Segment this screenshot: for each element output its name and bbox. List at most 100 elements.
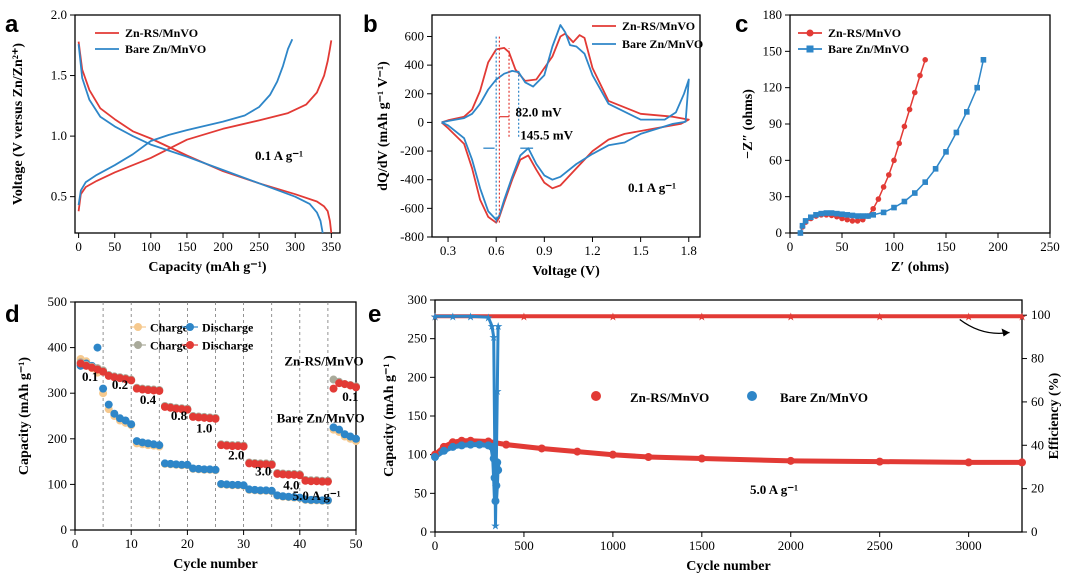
x-tick-label: 250 (1040, 239, 1060, 254)
x-tick-label: 200 (988, 239, 1008, 254)
data-point (922, 57, 928, 63)
efficiency-point: ★ (489, 332, 499, 344)
x-tick-label: 2000 (778, 538, 804, 553)
data-point (870, 212, 876, 218)
efficiency-point: ★ (875, 311, 885, 323)
y-tick-label: 250 (408, 331, 428, 346)
efficiency-point: ★ (786, 311, 796, 323)
data-point (844, 212, 850, 218)
x-tick-label: 0.6 (488, 243, 505, 258)
panel-letter: a (5, 11, 19, 38)
x-tick-label: 250 (249, 239, 269, 254)
data-point (912, 190, 918, 196)
x-tick-label: 2500 (867, 538, 893, 553)
rate-label: 5.0 A g⁻¹ (293, 488, 341, 503)
y-tick-label: 180 (763, 7, 783, 22)
y-tick-label: 400 (48, 340, 68, 355)
legend-label: Bare Zn/MnVO (125, 42, 206, 56)
legend-label: Bare Zn/MnVO (828, 42, 909, 56)
series-line (799, 59, 926, 234)
x-tick-label: 20 (181, 536, 194, 551)
data-point (502, 440, 511, 449)
legend-marker (747, 391, 757, 401)
rate-annotation: 0.1 A g⁻¹ (628, 180, 676, 195)
legend-label: Charge (150, 321, 189, 335)
efficiency-point: ★ (493, 321, 503, 333)
rate-label: 3.0 (255, 464, 271, 479)
panel-letter: c (735, 11, 748, 38)
data-point (431, 452, 439, 461)
y-tick-label: 400 (405, 57, 425, 72)
data-point (828, 210, 835, 216)
data-point (256, 460, 265, 469)
series-line (77, 40, 333, 212)
y-tick-label: 90 (769, 116, 782, 131)
data-point (823, 210, 830, 216)
y-tick-label: -600 (400, 200, 424, 215)
data-point (200, 465, 209, 474)
data-point (922, 179, 928, 185)
data-point (875, 457, 884, 466)
chart-a: 0 50 100 150 200 250 300 350 0.5 1.0 1.5 2.0 Capacit… (5, 7, 341, 275)
y-tick-label: 200 (405, 86, 425, 101)
data-point (891, 204, 897, 211)
y-tick-label: 2.0 (51, 7, 67, 22)
data-point (1018, 458, 1026, 467)
efficiency-point: ★ (1017, 311, 1027, 323)
data-point (906, 106, 913, 113)
data-point (183, 405, 192, 414)
efficiency-point: ★ (697, 311, 707, 323)
legend-marker (186, 323, 194, 331)
data-point (466, 440, 475, 449)
y2-axis-label: Efficiency (%) (1047, 372, 1062, 459)
data-point (891, 157, 897, 164)
data-point (870, 205, 876, 212)
data-point (155, 386, 164, 395)
panel-letter: d (5, 301, 20, 328)
x-tick-label: 50 (108, 239, 121, 254)
x-tick-label: 150 (177, 239, 197, 254)
data-point (786, 456, 795, 465)
x-tick-label: 40 (293, 536, 306, 551)
x-axis-label: Capacity (mAh g⁻¹) (148, 260, 266, 275)
data-point (974, 84, 980, 91)
data-point (880, 184, 887, 190)
efficiency-point: ★ (608, 311, 618, 323)
data-point (307, 477, 316, 486)
legend-marker (591, 391, 601, 401)
series-line (77, 38, 294, 206)
data-point (839, 211, 845, 218)
data-point (99, 384, 108, 393)
gap-label: 145.5 mV (520, 128, 573, 143)
data-point (267, 460, 276, 469)
y-tick-label: 200 (48, 431, 68, 446)
data-point (439, 446, 448, 455)
data-point (284, 470, 293, 479)
data-point (802, 218, 809, 224)
x-tick-label: 3000 (956, 538, 982, 553)
rate-annotation: 0.1 A g⁻¹ (255, 148, 303, 163)
data-point (896, 140, 902, 147)
legend-label: Zn-RS/MnVO (622, 19, 695, 33)
data-point (854, 218, 861, 224)
x-tick-label: 1.5 (632, 243, 648, 258)
data-point (573, 447, 582, 456)
data-point (110, 409, 119, 418)
legend-marker (806, 45, 814, 53)
rate-label: Bare Zn/MnVO (277, 410, 365, 425)
data-point (943, 149, 949, 155)
x-tick-label: 1000 (600, 538, 626, 553)
data-point (854, 213, 861, 219)
efficiency-point: ★ (491, 520, 501, 532)
data-point (912, 89, 918, 96)
y-tick-label: 300 (408, 292, 428, 307)
data-point (880, 209, 887, 216)
y2-tick-label: 0 (1031, 524, 1038, 539)
legend-label: Discharge (202, 339, 254, 353)
legend-label: Charge (150, 339, 189, 353)
data-point (323, 477, 332, 486)
y-tick-label: 60 (769, 152, 782, 167)
data-point (99, 367, 108, 376)
rate-label: Zn-RS/MnVO (284, 353, 363, 368)
data-point (239, 481, 248, 490)
